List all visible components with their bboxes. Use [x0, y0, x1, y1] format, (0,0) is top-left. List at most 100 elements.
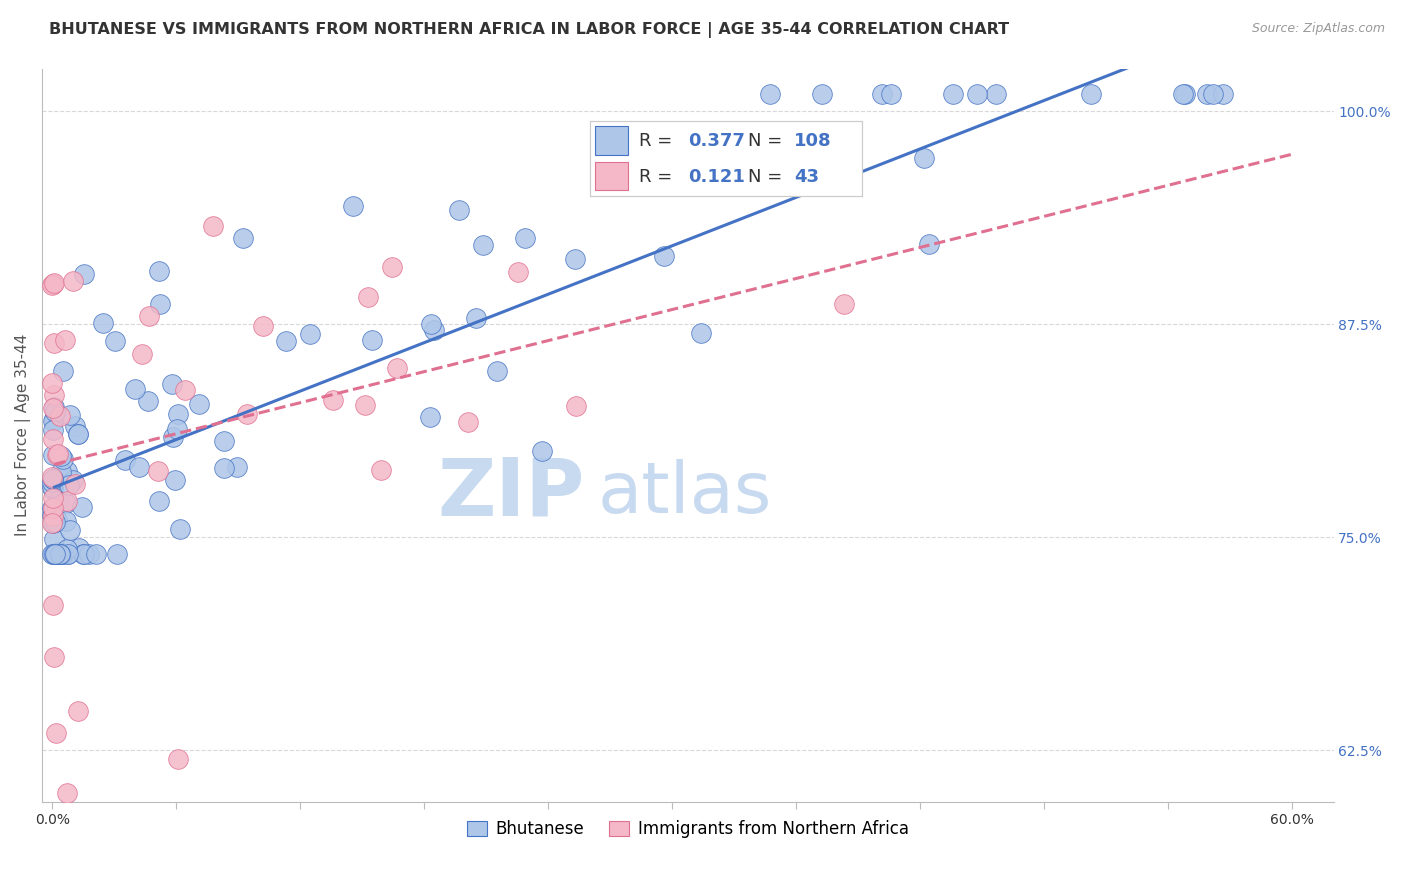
Point [67, 704, 90, 718]
Point [44, 515, 66, 529]
Text: 43: 43 [794, 168, 820, 186]
Point [201, 219, 224, 233]
Point [1195, 87, 1218, 101]
Point [457, 416, 479, 430]
Point [423, 323, 446, 337]
Point [52, 452, 75, 467]
Point [44, 649, 66, 664]
Bar [595, 161, 628, 190]
Point [513, 231, 536, 245]
Point [53, 334, 76, 348]
Point [652, 249, 675, 263]
Point [810, 87, 832, 101]
Text: Source: ZipAtlas.com: Source: ZipAtlas.com [1251, 22, 1385, 36]
Point [131, 347, 153, 361]
Point [49, 449, 72, 463]
Text: N =: N = [748, 168, 787, 186]
Text: atlas: atlas [598, 459, 772, 528]
Point [77, 548, 100, 562]
Point [160, 377, 183, 392]
Point [472, 237, 495, 252]
Point [44, 548, 66, 562]
Point [41, 376, 63, 391]
Point [91, 316, 114, 330]
Point [56, 548, 79, 562]
Point [163, 473, 186, 487]
Point [1202, 87, 1225, 101]
Point [564, 399, 586, 413]
Point [1212, 87, 1234, 101]
Point [912, 151, 935, 165]
Point [148, 493, 170, 508]
Point [67, 427, 90, 442]
Point [105, 548, 128, 562]
Point [166, 422, 188, 436]
Point [56, 494, 79, 508]
Point [41, 278, 63, 293]
Point [872, 87, 894, 101]
Point [148, 264, 170, 278]
Point [44, 548, 66, 562]
Point [67, 541, 90, 556]
Point [56, 464, 79, 478]
Point [385, 360, 408, 375]
Text: N =: N = [748, 132, 787, 150]
Point [56, 786, 79, 800]
Point [1171, 87, 1194, 101]
Point [381, 260, 404, 274]
Point [299, 326, 322, 341]
Point [124, 382, 146, 396]
Point [506, 265, 529, 279]
Point [41, 472, 63, 486]
Point [174, 383, 197, 397]
Point [447, 203, 470, 218]
Point [45, 726, 67, 740]
Point [56, 542, 79, 557]
Point [41, 433, 63, 447]
Point [70, 500, 93, 514]
Point [1174, 87, 1197, 101]
Point [62, 274, 84, 288]
Point [322, 393, 344, 408]
Point [690, 326, 713, 341]
Point [41, 475, 63, 490]
Point [370, 463, 392, 477]
Point [44, 405, 66, 419]
Point [162, 430, 184, 444]
Legend: Bhutanese, Immigrants from Northern Africa: Bhutanese, Immigrants from Northern Afri… [460, 814, 915, 845]
Point [52, 548, 75, 562]
Point [41, 483, 63, 497]
Point [41, 401, 63, 415]
Point [41, 501, 63, 516]
Point [212, 461, 235, 475]
Text: 0.377: 0.377 [688, 132, 745, 150]
Point [46, 447, 69, 461]
Point [1080, 87, 1102, 101]
Point [48, 545, 70, 559]
Point [41, 472, 63, 486]
Point [832, 297, 855, 311]
Text: 108: 108 [794, 132, 832, 150]
Point [42, 532, 65, 546]
Y-axis label: In Labor Force | Age 35-44: In Labor Force | Age 35-44 [15, 334, 31, 536]
Point [55, 514, 77, 528]
Point [419, 410, 441, 425]
Point [212, 434, 235, 449]
Point [48, 548, 70, 562]
Point [942, 87, 965, 101]
Point [531, 443, 554, 458]
Point [128, 459, 150, 474]
Point [984, 87, 1007, 101]
Point [49, 548, 72, 562]
Point [41, 548, 63, 562]
Point [51, 548, 73, 562]
Point [44, 412, 66, 426]
Point [44, 400, 66, 414]
Point [167, 408, 190, 422]
Text: 0.121: 0.121 [688, 168, 745, 186]
Point [55, 496, 77, 510]
Point [486, 364, 509, 378]
Point [276, 334, 298, 349]
Point [41, 598, 63, 612]
Point [353, 398, 375, 412]
